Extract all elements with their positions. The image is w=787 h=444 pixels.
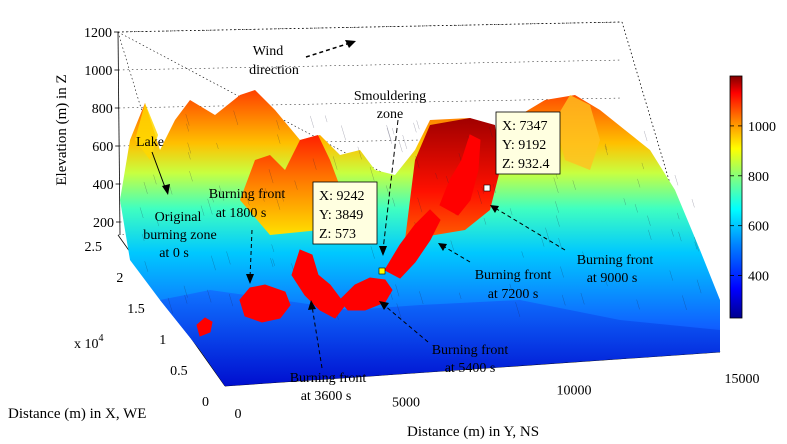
smouldering-label: Smouldering zone [354, 89, 426, 122]
front-1800s [239, 284, 291, 323]
colorbar-tick-label: 1000 [748, 120, 776, 135]
front-9000-label: Burning front at 9000 s [577, 253, 654, 286]
front-0s [196, 317, 213, 337]
x-tick-label: 0.5 [170, 364, 188, 379]
z-axis-ticks: 200 400 600 800 1000 1200 [84, 26, 120, 231]
front-5400s [339, 277, 393, 311]
front-7200s [384, 209, 441, 279]
y-axis-ticks: 0 5000 10000 15000 [235, 372, 760, 422]
colorbar-tick-label: 400 [748, 270, 769, 285]
datatip-valley-x: X: 9242 [319, 189, 365, 204]
colorbar: 400 600 800 1000 [729, 75, 776, 319]
burning-fronts [196, 134, 481, 337]
z-grid-line [117, 21, 623, 33]
y-tick-label: 5000 [392, 395, 420, 410]
datatip-peak-z: Z: 932.4 [502, 157, 549, 172]
colorbar-tick-label: 800 [748, 170, 769, 185]
front-1800-label: Burning front at 1800 s [209, 187, 286, 221]
annotation-arrows [151, 40, 566, 369]
y-tick-label: 10000 [557, 384, 592, 399]
datatip-peak-y: Y: 9192 [502, 138, 546, 153]
x-tick-label: 1.5 [127, 302, 145, 317]
y-axis-label: Distance (m) in Y, NS [407, 424, 539, 440]
z-tick-label: 200 [93, 216, 114, 231]
z-grid-line [118, 59, 623, 71]
x-tick-label: 0 [202, 395, 209, 410]
z-tick-label: 600 [92, 140, 113, 155]
front-9000s [439, 134, 481, 216]
datatip-valley: X: 9242 Y: 3849 Z: 573 [312, 181, 386, 275]
y-tick-label: 0 [235, 407, 242, 422]
lake-label: Lake [136, 135, 164, 150]
y-tick-label: 15000 [725, 372, 760, 387]
z-axis-label: Elevation (m) in Z [54, 74, 70, 185]
z-tick-label: 1000 [84, 64, 112, 79]
x-axis-label: Distance (m) in X, WE [8, 406, 146, 422]
z-tick-label: 1200 [84, 26, 112, 41]
datatip-peak-x: X: 7347 [502, 119, 548, 134]
x-axis-multiplier: x 104 [74, 333, 104, 352]
z-tick-label: 400 [93, 178, 114, 193]
original-zone-label: Original burning zone at 0 s [143, 210, 216, 261]
front-3600s [291, 249, 346, 319]
x-axis-ticks: 0 0.5 1 1.5 2 2.5 [85, 240, 210, 410]
colorbar-tick-label: 600 [748, 220, 769, 235]
datatip-valley-z: Z: 573 [319, 227, 356, 242]
x-axis-exponent: 4 [99, 333, 104, 344]
x-tick-label: 2.5 [85, 240, 103, 255]
z-grid-line [118, 97, 623, 109]
front-7200-label: Burning front at 7200 s [475, 268, 552, 302]
front-3600-label: Burning front at 3600 s [290, 371, 367, 404]
datatip-valley-y: Y: 3849 [319, 208, 363, 223]
x-tick-label: 1 [159, 333, 166, 348]
x-tick-label: 2 [116, 271, 123, 286]
datatip-peak: X: 7347 Y: 9192 Z: 932.4 [483, 111, 561, 192]
wind-label: Wind direction [249, 44, 299, 78]
front-5400-label: Burning front at 5400 s [432, 343, 509, 376]
z-tick-label: 800 [92, 102, 113, 117]
